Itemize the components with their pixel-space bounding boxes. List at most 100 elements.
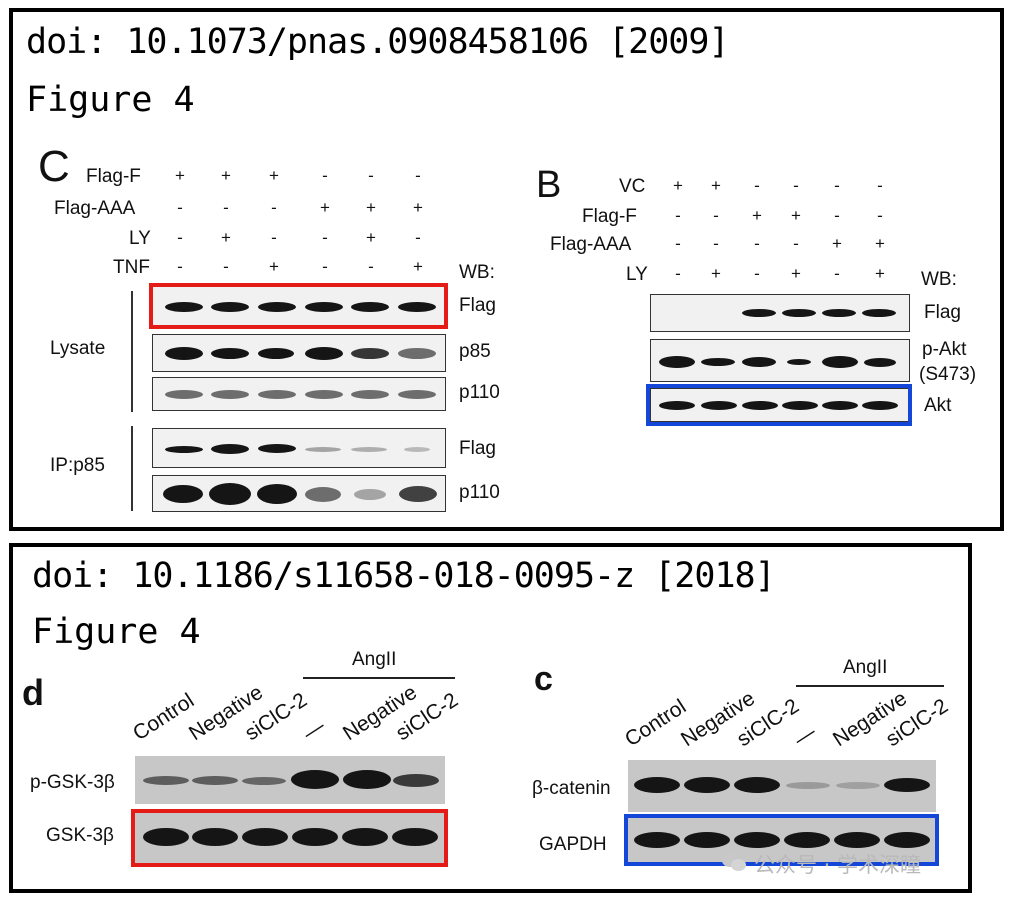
- condition-sign: +: [752, 206, 762, 225]
- condition-sign: -: [322, 257, 328, 276]
- condition-label: Flag-AAA: [54, 198, 136, 219]
- blot-label: Flag: [459, 295, 496, 316]
- blot-label: Flag: [924, 302, 961, 323]
- condition-sign: -: [675, 206, 681, 225]
- condition-sign: +: [413, 198, 423, 217]
- lysate-bracket: [131, 291, 133, 412]
- condition-sign: +: [711, 264, 721, 283]
- bottom-doi-reference: doi: 10.1186/s11658-018-0095-z [2018]: [32, 556, 776, 596]
- blot-strip-c-p110: [152, 377, 446, 411]
- condition-sign: -: [713, 206, 719, 225]
- condition-label: Flag-F: [582, 206, 637, 227]
- condition-sign: -: [793, 176, 799, 195]
- condition-sign: +: [832, 234, 842, 253]
- condition-sign: +: [269, 257, 279, 276]
- blot-strip-b-pakt: [650, 339, 910, 382]
- highlight-box-red: [131, 809, 448, 867]
- blot-strip-c-flag-lysate: [152, 286, 446, 328]
- highlight-box-blue: [624, 814, 939, 866]
- blot-label: p110: [459, 482, 500, 503]
- group-label-ip: IP:p85: [50, 455, 105, 476]
- blot-label: GSK-3β: [46, 825, 114, 846]
- condition-sign: +: [875, 234, 885, 253]
- ip-bracket: [131, 426, 133, 511]
- panel-d-letter: d: [22, 672, 44, 713]
- condition-sign: +: [673, 176, 683, 195]
- highlight-box-blue: [646, 384, 912, 426]
- condition-sign: -: [271, 198, 277, 217]
- condition-sign: -: [177, 228, 183, 247]
- top-doi-reference: doi: 10.1073/pnas.0908458106 [2009]: [26, 22, 730, 62]
- condition-sign: -: [177, 198, 183, 217]
- blot-label: Akt: [924, 395, 952, 416]
- condition-sign: -: [754, 234, 760, 253]
- condition-label: VC: [619, 176, 646, 197]
- condition-sign: -: [368, 257, 374, 276]
- treatment-bar: [303, 677, 455, 679]
- treatment-bar: [796, 685, 944, 687]
- condition-label: LY: [626, 264, 648, 285]
- panel-c-lower-letter: c: [534, 660, 553, 698]
- condition-sign: +: [320, 198, 330, 217]
- condition-sign: -: [877, 206, 883, 225]
- condition-sign: -: [223, 198, 229, 217]
- condition-sign: +: [366, 228, 376, 247]
- condition-sign: -: [834, 206, 840, 225]
- condition-sign: -: [415, 166, 421, 185]
- blot-label: (S473): [919, 364, 977, 385]
- condition-sign: -: [675, 234, 681, 253]
- blot-label: p-GSK-3β: [30, 772, 115, 793]
- condition-sign: -: [834, 264, 840, 283]
- blot-strip-c-gapdh: [628, 818, 936, 862]
- condition-sign: -: [223, 257, 229, 276]
- blot-strip-d-gsk: [135, 812, 445, 864]
- panel-b-letter: B: [536, 164, 562, 206]
- condition-sign: +: [175, 166, 185, 185]
- condition-label: TNF: [113, 257, 150, 278]
- condition-sign: -: [713, 234, 719, 253]
- condition-sign: -: [322, 166, 328, 185]
- condition-label: Flag-F: [86, 166, 141, 187]
- condition-sign: +: [221, 228, 231, 247]
- blot-label: β-catenin: [532, 778, 611, 799]
- condition-sign: -: [415, 228, 421, 247]
- blot-strip-b-akt: [650, 388, 910, 422]
- blot-label: p110: [459, 382, 500, 403]
- condition-sign: -: [877, 176, 883, 195]
- condition-sign: +: [791, 264, 801, 283]
- condition-sign: -: [177, 257, 183, 276]
- condition-sign: -: [675, 264, 681, 283]
- condition-sign: -: [322, 228, 328, 247]
- condition-sign: +: [875, 264, 885, 283]
- blot-strip-b-flag: [650, 294, 910, 332]
- condition-sign: +: [791, 206, 801, 225]
- group-label-lysate: Lysate: [50, 338, 106, 359]
- condition-sign: +: [413, 257, 423, 276]
- wechat-icon: [722, 852, 748, 872]
- condition-label: LY: [129, 228, 151, 249]
- highlight-box-red: [149, 283, 448, 329]
- wb-label: WB:: [459, 262, 495, 283]
- panel-c-letter: C: [38, 142, 70, 191]
- condition-sign: -: [754, 264, 760, 283]
- condition-sign: +: [711, 176, 721, 195]
- condition-sign: +: [366, 198, 376, 217]
- condition-sign: -: [754, 176, 760, 195]
- condition-label: Flag-AAA: [550, 234, 632, 255]
- condition-sign: -: [793, 234, 799, 253]
- top-figure-label: Figure 4: [26, 80, 195, 120]
- blot-strip-c-flag-ip: [152, 428, 446, 468]
- blot-label: Flag: [459, 438, 496, 459]
- watermark-text: 公众号 · 学术深瞳: [754, 853, 922, 877]
- condition-sign: +: [221, 166, 231, 185]
- wb-label: WB:: [921, 269, 957, 290]
- blot-label: p-Akt: [922, 339, 967, 360]
- blot-strip-c-p110-ip: [152, 475, 446, 512]
- blot-label: GAPDH: [539, 834, 607, 855]
- condition-sign: -: [834, 176, 840, 195]
- blot-strip-d-pgsk: [135, 756, 445, 804]
- condition-sign: -: [368, 166, 374, 185]
- treatment-label: AngII: [843, 657, 888, 678]
- condition-sign: +: [269, 166, 279, 185]
- blot-label: p85: [459, 341, 491, 362]
